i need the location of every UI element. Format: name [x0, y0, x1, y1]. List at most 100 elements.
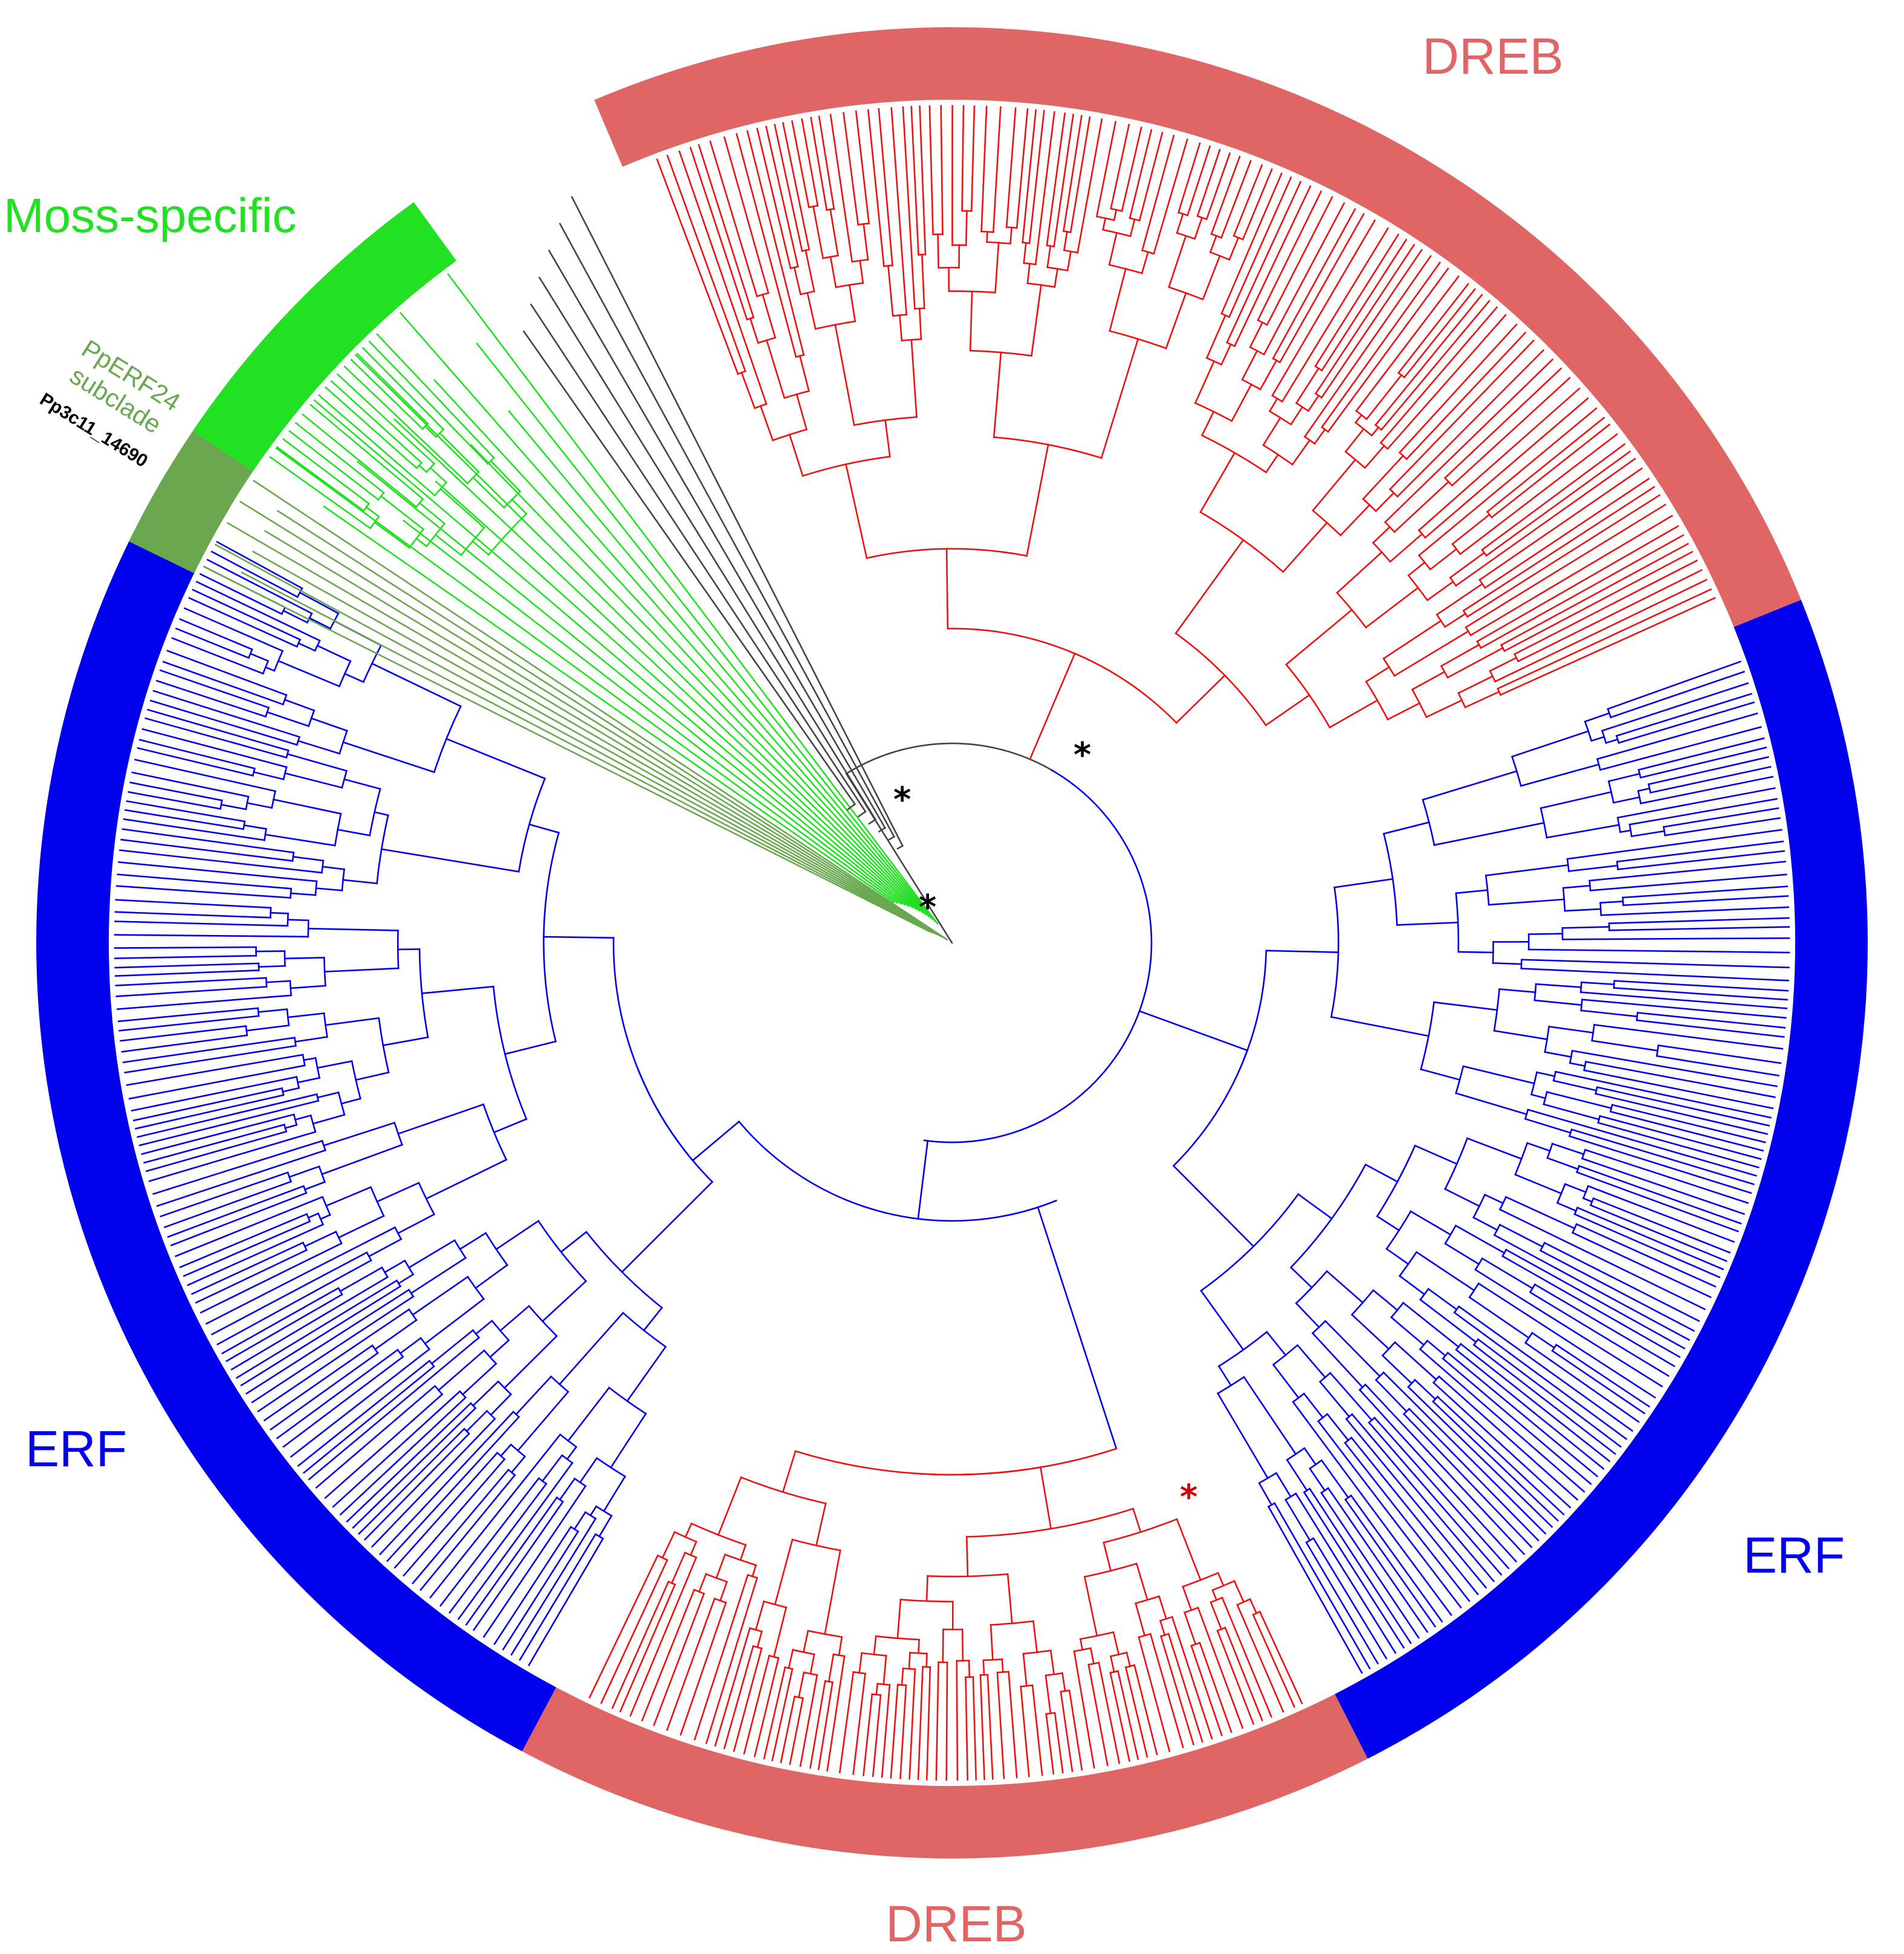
- erf-left-branch-stem-1143: [283, 957, 325, 960]
- erf-left-branch-stem-1390: [603, 1475, 626, 1512]
- erf-right-branch-leaf-418: [1306, 1420, 1452, 1616]
- erf-left-branch-stem-1082: [243, 824, 267, 830]
- dreb-top-branch-leaf-25: [1491, 514, 1673, 624]
- erf-left-branch-leaf-1361: [448, 1483, 548, 1614]
- moss-tip-branch-leaf-1455: [309, 404, 411, 490]
- moss-tip-branch-leaf-1461: [294, 421, 385, 494]
- dreb-bottom-branch-leaf-816: [780, 1695, 796, 1764]
- dreb-bottom-branch-stem-763: [649, 1559, 669, 1597]
- erf-right-branch-leaf-590: [1597, 1121, 1760, 1169]
- moss-tip-branch-leaf-1451: [317, 393, 397, 463]
- dreb-bottom-branch-stem-832: [802, 1629, 809, 1654]
- dreb-top-branch-stem-63: [1417, 532, 1447, 557]
- erf-left-branch-stem-1389: [578, 1457, 598, 1484]
- erf-right-branch-leaf-449: [1408, 1408, 1540, 1542]
- erf-left-branch-stem-1296: [424, 1298, 485, 1345]
- erf-left-branch-stem-1048: [310, 717, 348, 732]
- erf-left-branch-leaf-1385: [528, 1537, 604, 1666]
- erf-right-ring-segment: [1335, 600, 1868, 1759]
- dreb-top-branch-leaf-18: [1476, 525, 1679, 642]
- dreb-top-branch-stem-366: [765, 339, 786, 400]
- dreb-top-branch-leaf-242: [1069, 116, 1091, 233]
- erf-left-branch-stem-1286: [374, 1319, 418, 1351]
- erf-left-branch-stem-1015: [297, 642, 316, 652]
- erf-left-branch-leaf-1314: [332, 1390, 461, 1508]
- dreb-top-branch-leaf-34: [1511, 467, 1643, 559]
- erf-right-branch-leaf-470: [1455, 1379, 1585, 1493]
- dreb-bottom-branch-stem-973: [1221, 1596, 1239, 1637]
- erf-right-branch-leaf-639: [1613, 987, 1789, 1001]
- dreb-top-branch-leaf-329: [791, 120, 810, 209]
- erf-right-branch-stem-691: [1568, 864, 1619, 872]
- dreb-top-branch-stem-376: [759, 405, 774, 442]
- dreb-bottom-branch-leaf-865: [925, 1666, 931, 1781]
- erf-right-branch-stem-426: [1292, 1400, 1309, 1423]
- dreb-bottom-branch-stem-896: [982, 1659, 985, 1676]
- erf-right-branch-stem-616: [1571, 1049, 1588, 1055]
- backbone-erf-left-arc-1505: [637, 1069, 694, 1162]
- dreb-bottom-branch-leaf-842: [852, 1708, 862, 1775]
- dreb-top-branch-stem-237: [1165, 292, 1187, 349]
- erf-right-branch-stem-651: [1433, 1001, 1498, 1011]
- dreb-top-branch-stem-342: [805, 249, 815, 293]
- dreb-bottom-branch-leaf-970: [1224, 1626, 1263, 1722]
- erf-left-branch-stem-1401: [543, 936, 615, 939]
- erf-right-branch-leaf-714: [1647, 756, 1769, 786]
- moss-tip-branch-stem-1441: [490, 459, 522, 493]
- erf-right-branch-stem-615: [1569, 1062, 1586, 1067]
- dreb-bottom-branch-stem-778: [693, 1593, 705, 1620]
- erf-left-branch-stem-1073: [220, 803, 247, 810]
- dreb-top-branch-stem-235: [1108, 231, 1118, 266]
- dreb-bottom-branch-leaf-962: [1190, 1645, 1223, 1736]
- erf-right-branch-stem-427: [1303, 1392, 1324, 1419]
- dreb-top-branch-stem-357: [751, 280, 758, 297]
- dreb-bottom-branch-leaf-827: [817, 1681, 834, 1770]
- dreb-top-branch-stem-149: [1289, 406, 1304, 426]
- backbone-dreb-arc-1496: [1070, 651, 1076, 655]
- moss-branch-1406: [508, 410, 933, 920]
- erf-left-branch-leaf-1165: [128, 1069, 282, 1100]
- dreb-bottom-branch-leaf-780: [665, 1626, 705, 1731]
- dreb-bottom-branch-leaf-900: [1035, 1714, 1043, 1776]
- moss-tip-branch-leaf-1447: [324, 386, 418, 470]
- erf-right-branch-leaf-490: [1472, 1344, 1616, 1455]
- erf-right-branch-stem-669: [1492, 962, 1523, 965]
- erf-left-branch-leaf-1284: [270, 1351, 379, 1431]
- dreb-top-branch-stem-76: [1443, 467, 1457, 479]
- pperf24-branch-1424: [214, 543, 935, 934]
- moss-tip-branch-leaf-1464: [282, 438, 371, 505]
- erf-right-branch-stem-736: [1605, 738, 1619, 744]
- erf-left-branch-stem-1144: [290, 985, 326, 989]
- dreb-bottom-branch-leaf-849: [881, 1693, 890, 1778]
- erf-right-branch-leaf-601: [1595, 1079, 1772, 1119]
- dreb-bottom-branch-stem-843: [850, 1671, 855, 1689]
- dreb-bottom-label: DREB: [886, 1895, 1026, 1952]
- dreb-top-branch-stem-231: [1129, 218, 1136, 238]
- dreb-top-branch-stem-379: [788, 433, 804, 477]
- erf-right-branch-leaf-404: [1320, 1492, 1420, 1639]
- dreb-bottom-branch-stem-833: [838, 1636, 843, 1657]
- dreb-top-branch-stem-102: [1362, 455, 1405, 500]
- erf-right-branch-stem-754: [1330, 1016, 1430, 1037]
- dreb-top-branch-stem-167: [1259, 359, 1278, 390]
- erf-left-branch-leaf-1080: [125, 809, 245, 830]
- erf-right-branch-leaf-701: [1664, 817, 1781, 836]
- erf-right-branch-leaf-719: [1639, 746, 1767, 779]
- erf-left-branch-leaf-1057: [141, 728, 242, 756]
- erf-right-branch-leaf-637: [1652, 997, 1788, 1009]
- erf-right-branch-stem-743: [1584, 712, 1611, 723]
- dreb-bottom-branch-stem-994: [782, 1450, 797, 1493]
- erf-left-branch-leaf-1020: [175, 627, 250, 659]
- erf-right-branch-leaf-547: [1576, 1206, 1724, 1270]
- erf-right-branch-stem-596: [1546, 1091, 1613, 1110]
- erf-left-branch-stem-1117: [241, 916, 271, 919]
- erf-left-branch-stem-1208: [291, 1149, 326, 1162]
- dreb-bottom-branch-stem-910: [1044, 1674, 1052, 1715]
- moss-tip-branch-stem-1435: [424, 425, 438, 438]
- erf-left-branch-stem-1004: [284, 598, 313, 615]
- backbone-dreb-stem-1495: [1029, 652, 1076, 760]
- dreb-top-branch-leaf-158: [1269, 202, 1345, 343]
- erf-right-branch-leaf-457: [1431, 1409, 1553, 1528]
- erf-left-branch-stem-1146: [307, 927, 399, 931]
- erf-left-branch-stem-1105: [322, 865, 345, 870]
